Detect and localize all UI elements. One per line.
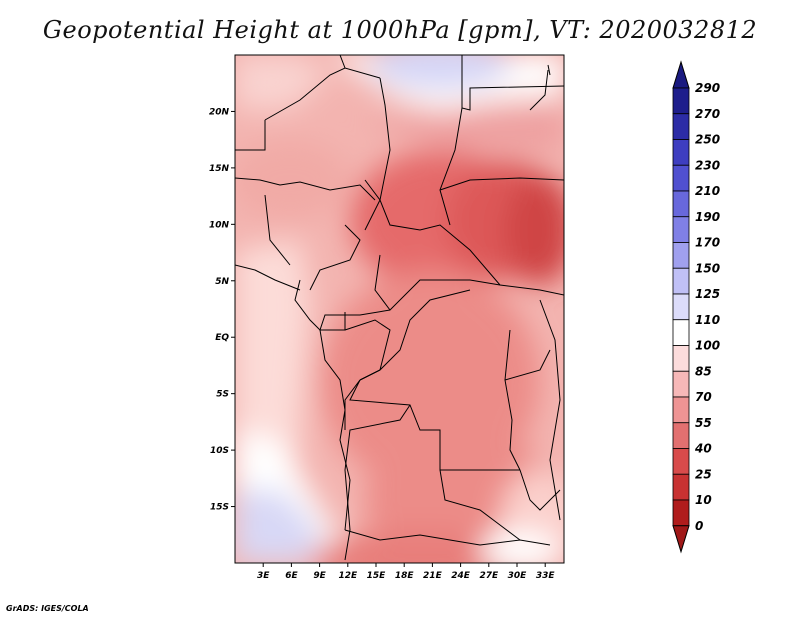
colorbar-level-label: 190 xyxy=(695,210,720,224)
colorbar-top-arrow xyxy=(672,60,690,89)
colorbar-swatch xyxy=(672,345,690,372)
colorbar-swatch xyxy=(672,190,690,218)
colorbar-level-label: 0 xyxy=(695,519,703,533)
colorbar-level-label: 10 xyxy=(695,493,712,507)
lon-tick-label: 27E xyxy=(479,571,499,581)
colorbar-level-label: 125 xyxy=(695,287,720,301)
colorbar-swatch xyxy=(672,113,690,140)
lon-tick-label: 24E xyxy=(451,571,471,581)
lon-tick-label: 33E xyxy=(536,571,556,581)
lat-tick-label: 15N xyxy=(209,164,230,174)
height-field xyxy=(235,55,564,563)
colorbar-level-label: 55 xyxy=(695,416,712,430)
lon-tick-label: 9E xyxy=(313,571,326,581)
lon-tick-label: 18E xyxy=(395,571,415,581)
colorbar-level-label: 290 xyxy=(695,81,720,95)
colorbar-swatch xyxy=(672,473,690,501)
colorbar-swatch xyxy=(672,448,690,475)
colorbar-level-label: 25 xyxy=(695,467,712,481)
lat-tick-label: 5N xyxy=(215,277,229,287)
lat-tick-label: EQ xyxy=(215,333,229,343)
colorbar-level-label: 250 xyxy=(695,133,720,147)
colorbar-level-label: 70 xyxy=(695,390,712,404)
lon-tick-label: 15E xyxy=(367,571,387,581)
chart-title: Geopotential Height at 1000hPa [gpm], VT… xyxy=(42,16,758,44)
colorbar-level-label: 40 xyxy=(694,442,712,456)
colorbar-bottom-arrow xyxy=(672,525,690,554)
grads-credit: GrADS: IGES/COLA xyxy=(6,604,89,613)
lat-tick-label: 10N xyxy=(209,220,230,230)
lon-tick-label: 6E xyxy=(285,571,298,581)
longitude-axis: 3E 6E 9E 12E 15E 18E 21E 24E 27E 30E 33E xyxy=(257,563,555,581)
colorbar-level-label: 170 xyxy=(695,236,720,250)
lat-tick-label: 10S xyxy=(210,446,229,456)
colorbar-swatch xyxy=(672,422,690,449)
lon-tick-label: 12E xyxy=(338,571,358,581)
colorbar-swatch xyxy=(672,370,690,398)
colorbar-swatch xyxy=(672,267,690,295)
colorbar-level-label: 85 xyxy=(695,364,712,378)
lat-tick-label: 20N xyxy=(209,107,230,117)
lat-tick-label: 5S xyxy=(216,390,229,400)
colorbar-swatch xyxy=(672,396,690,424)
colorbar-level-label: 100 xyxy=(695,339,720,353)
colorbar-level-label: 210 xyxy=(695,184,720,198)
colorbar-swatch xyxy=(672,293,690,321)
lon-tick-label: 3E xyxy=(257,571,270,581)
colorbar: 2902702502302101901701501251101008570554… xyxy=(672,60,720,554)
country-borders xyxy=(235,55,564,561)
colorbar-level-label: 230 xyxy=(695,158,720,172)
lon-tick-label: 21E xyxy=(423,571,443,581)
colorbar-swatch xyxy=(672,319,690,346)
colorbar-swatch xyxy=(672,499,690,527)
colorbar-level-label: 110 xyxy=(695,313,720,327)
colorbar-swatch xyxy=(672,164,690,192)
colorbar-swatch xyxy=(672,87,690,115)
lon-tick-label: 30E xyxy=(508,571,528,581)
lat-tick-label: 15S xyxy=(210,503,229,513)
colorbar-swatch xyxy=(672,139,690,166)
latitude-axis: 20N 15N 10N 5N EQ 5S 10S 15S xyxy=(209,107,235,513)
colorbar-level-label: 270 xyxy=(695,107,720,121)
map-frame xyxy=(234,54,565,564)
colorbar-swatch xyxy=(672,242,690,269)
colorbar-level-label: 150 xyxy=(695,261,720,275)
colorbar-swatch xyxy=(672,216,690,243)
